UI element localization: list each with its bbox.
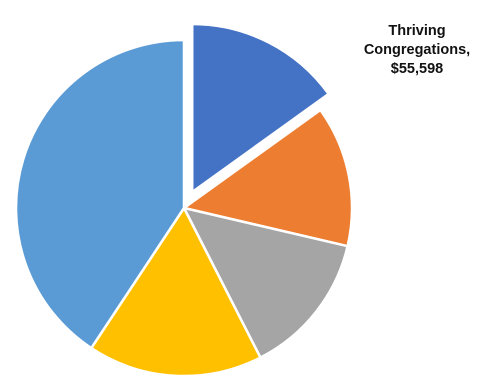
pie-slice-slice-5: [14, 38, 186, 350]
pie-slice-thriving-congregations: [190, 22, 331, 195]
pie-slice-slice-4: [89, 205, 263, 377]
pie-slice-slice-3: [181, 206, 350, 360]
data-label-thriving-congregations: Thriving Congregations, $55,598: [363, 23, 471, 77]
pie-slice-slice-2: [181, 108, 354, 248]
